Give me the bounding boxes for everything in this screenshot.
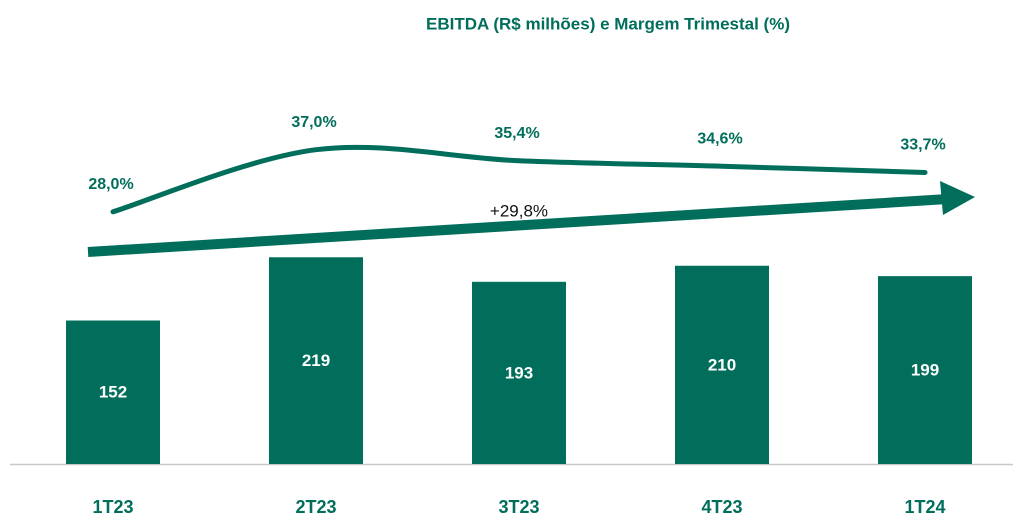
margin-line <box>110 144 928 215</box>
growth-arrow-head <box>940 181 975 215</box>
growth-annotation: +29,8% <box>490 201 548 220</box>
line-value-label: 28,0% <box>88 176 133 193</box>
bar-value-label: 152 <box>99 383 127 402</box>
bar-value-label: 219 <box>302 351 330 370</box>
line-value-label: 35,4% <box>494 125 539 142</box>
bar-value-label: 199 <box>911 361 939 380</box>
bar <box>269 257 363 464</box>
x-tick-label: 2T23 <box>295 497 336 517</box>
bar <box>675 265 769 464</box>
x-tick-label: 1T24 <box>904 497 945 517</box>
line-value-label: 37,0% <box>291 114 336 131</box>
x-tick-label: 1T23 <box>92 497 133 517</box>
bar-value-label: 210 <box>708 355 736 374</box>
bar <box>878 276 972 464</box>
bar <box>472 281 566 464</box>
chart-title: EBITDA (R$ milhões) e Margem Trimestal (… <box>426 14 790 33</box>
bar <box>66 320 160 464</box>
line-value-label: 34,6% <box>697 130 742 147</box>
bar-value-label: 193 <box>505 363 533 382</box>
x-tick-label: 3T23 <box>498 497 539 517</box>
line-value-label: 33,7% <box>900 137 945 154</box>
growth-arrow-shaft <box>87 194 949 257</box>
x-tick-label: 4T23 <box>701 497 742 517</box>
